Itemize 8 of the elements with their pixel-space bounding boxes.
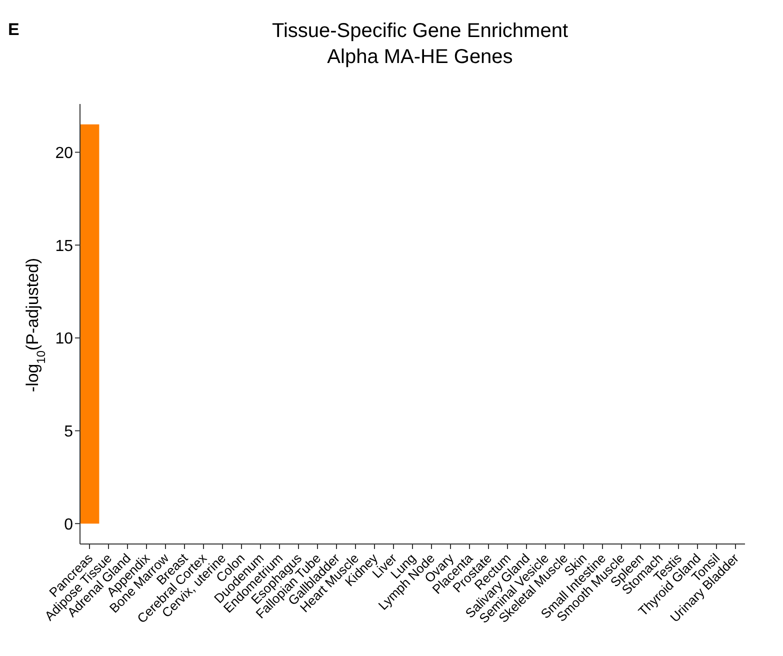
y-tick-label: 20 bbox=[55, 144, 74, 162]
text: E bbox=[8, 20, 20, 40]
y-tick-label: 0 bbox=[64, 516, 74, 534]
y-tick-label: 10 bbox=[55, 330, 74, 348]
y-tick-label: 15 bbox=[55, 238, 74, 255]
y-tick-label: 5 bbox=[64, 423, 74, 440]
chart-title: Tissue-Specific Gene Enrichment bbox=[270, 19, 570, 44]
chart-subtitle: Alpha MA-HE Genes bbox=[326, 45, 514, 70]
